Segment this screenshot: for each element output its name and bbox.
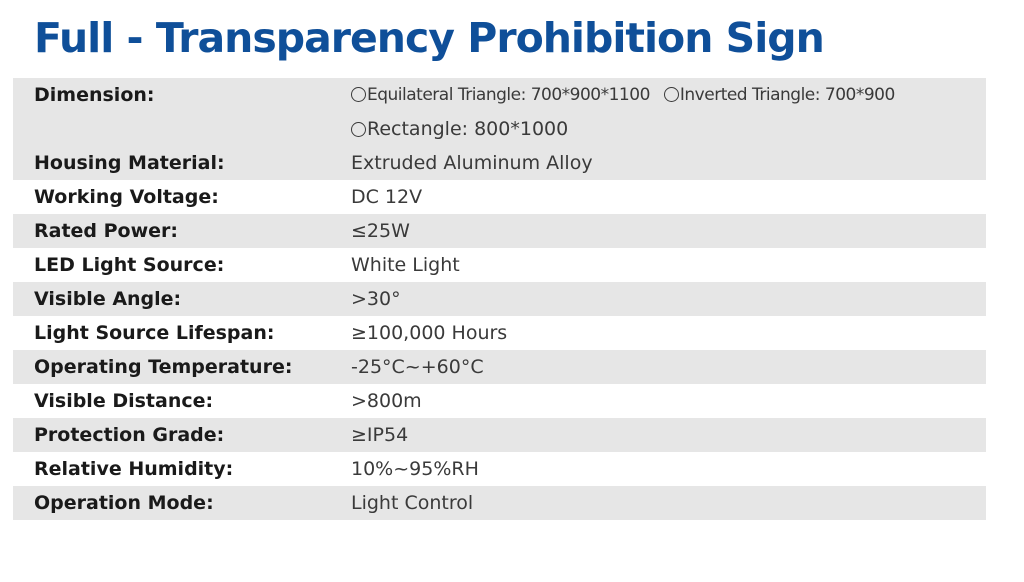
spec-row-operating-temperature: Operating Temperature: -25°C~+60°C xyxy=(13,350,986,384)
spec-label: Visible Distance: xyxy=(34,390,214,412)
spec-row-dimension: Dimension: Equilateral Triangle: 700*900… xyxy=(13,78,986,146)
dimension-option-equilateral-triangle[interactable]: Equilateral Triangle: 700*900*1100 xyxy=(351,78,650,112)
spec-label: Working Voltage: xyxy=(34,186,219,208)
spec-value: ≥IP54 xyxy=(351,424,409,446)
spec-value: >800m xyxy=(351,390,422,412)
spec-value: ≤25W xyxy=(351,220,410,242)
spec-label: Dimension: xyxy=(34,84,155,106)
spec-value: 10%~95%RH xyxy=(351,458,479,480)
spec-value: DC 12V xyxy=(351,186,423,208)
spec-row-led-light-source: LED Light Source: White Light xyxy=(13,248,986,282)
spec-label: Operation Mode: xyxy=(34,492,214,514)
dimension-option-label: Inverted Triangle: 700*900 xyxy=(679,85,895,105)
spec-row-light-source-lifespan: Light Source Lifespan: ≥100,000 Hours xyxy=(13,316,986,350)
spec-label: Protection Grade: xyxy=(34,424,225,446)
radio-circle-icon[interactable] xyxy=(351,122,366,137)
spec-label: LED Light Source: xyxy=(34,254,225,276)
radio-circle-icon[interactable] xyxy=(663,87,679,102)
spec-row-working-voltage: Working Voltage: DC 12V xyxy=(13,180,986,214)
dimension-options-line-1: Equilateral Triangle: 700*900*1100 Invert… xyxy=(351,78,895,112)
dimension-option-inverted-triangle[interactable]: Inverted Triangle: 700*900 xyxy=(663,78,895,112)
spec-row-protection-grade: Protection Grade: ≥IP54 xyxy=(13,418,986,452)
spec-row-visible-distance: Visible Distance: >800m xyxy=(13,384,986,418)
spec-value: Extruded Aluminum Alloy xyxy=(351,152,593,174)
spec-value: Light Control xyxy=(351,492,474,514)
dimension-option-rectangle[interactable]: Rectangle: 800*1000 xyxy=(351,112,568,146)
spec-label: Operating Temperature: xyxy=(34,356,293,378)
spec-row-housing-material: Housing Material: Extruded Aluminum Allo… xyxy=(13,146,986,180)
spec-label: Rated Power: xyxy=(34,220,179,242)
spec-table: Dimension: Equilateral Triangle: 700*900… xyxy=(13,78,986,520)
dimension-option-label: Rectangle: 800*1000 xyxy=(367,118,569,140)
spec-row-operation-mode: Operation Mode: Light Control xyxy=(13,486,986,520)
spec-row-rated-power: Rated Power: ≤25W xyxy=(13,214,986,248)
spec-label: Housing Material: xyxy=(34,152,225,174)
spec-value: ≥100,000 Hours xyxy=(351,322,508,344)
dimension-option-label: Equilateral Triangle: 700*900*1100 xyxy=(367,85,650,105)
spec-value: White Light xyxy=(351,254,460,276)
radio-circle-icon[interactable] xyxy=(351,87,366,102)
spec-label: Light Source Lifespan: xyxy=(34,322,275,344)
spec-label: Relative Humidity: xyxy=(34,458,234,480)
spec-value: -25°C~+60°C xyxy=(351,356,484,378)
spec-label: Visible Angle: xyxy=(34,288,182,310)
dimension-options-line-2: Rectangle: 800*1000 xyxy=(351,112,568,146)
page-title: Full - Transparency Prohibition Sign xyxy=(34,14,825,62)
spec-row-relative-humidity: Relative Humidity: 10%~95%RH xyxy=(13,452,986,486)
spec-row-visible-angle: Visible Angle: >30° xyxy=(13,282,986,316)
spec-value: >30° xyxy=(351,288,401,310)
